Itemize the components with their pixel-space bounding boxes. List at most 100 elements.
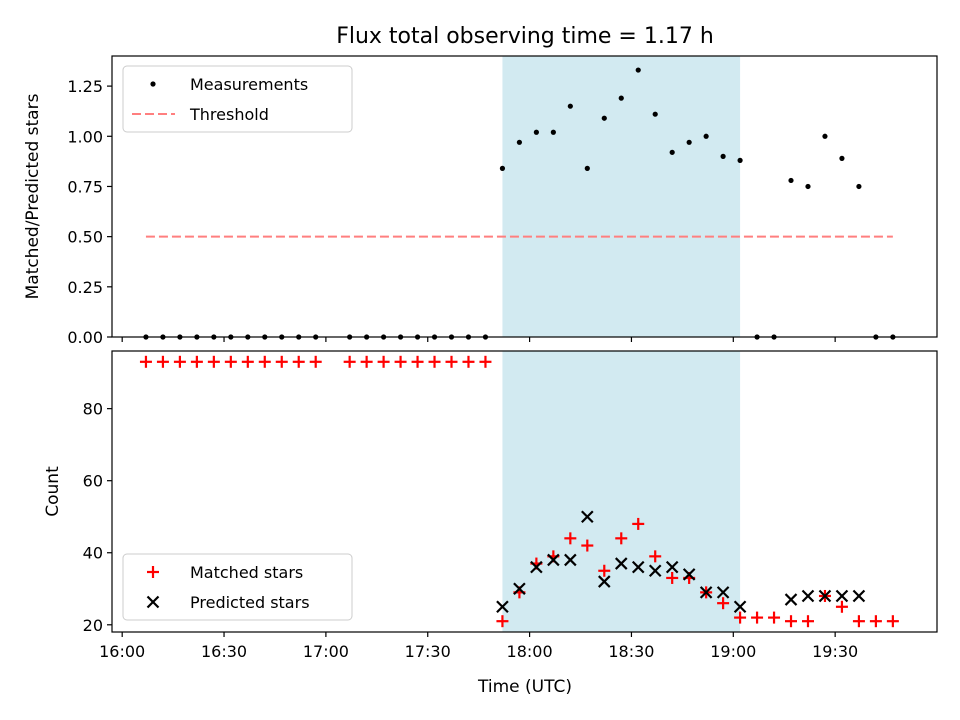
predicted-point xyxy=(581,510,594,523)
predicted-point xyxy=(631,560,645,574)
y-tick-label: 0.75 xyxy=(67,177,103,196)
matched-point xyxy=(479,355,492,368)
y-tick-label: 1.25 xyxy=(67,77,103,96)
matched-point xyxy=(717,597,730,610)
x-tick-label: 19:00 xyxy=(710,642,756,661)
y-axis-label: Matched/Predicted stars xyxy=(23,93,43,299)
predicted-point xyxy=(852,589,866,603)
matched-point xyxy=(649,550,662,563)
matched-point xyxy=(275,355,288,368)
measurement-point xyxy=(686,139,692,145)
measurement-point xyxy=(567,103,573,109)
matched-point xyxy=(292,355,305,368)
legend-marker xyxy=(147,566,159,578)
matched-point xyxy=(394,355,407,368)
matched-point xyxy=(632,517,645,530)
measurement-point xyxy=(788,177,794,184)
measurement-point xyxy=(550,129,556,135)
measurement-point xyxy=(584,165,590,171)
y-axis-label: Count xyxy=(43,466,63,517)
measurement-point xyxy=(720,153,726,159)
measurement-point xyxy=(533,129,539,135)
predicted-point xyxy=(530,560,543,574)
matched-point xyxy=(751,611,764,624)
plot-frame xyxy=(111,350,938,633)
y-tick-label: 40 xyxy=(83,544,103,563)
x-tick-label: 16:00 xyxy=(99,642,145,661)
matched-point xyxy=(886,615,899,628)
matched-point xyxy=(666,571,679,584)
x-tick-label: 16:30 xyxy=(201,642,247,661)
predicted-point xyxy=(784,593,798,606)
y-tick-label: 60 xyxy=(83,472,103,491)
matched-point xyxy=(869,615,882,628)
matched-point xyxy=(801,615,814,628)
count-panel: 20 40 60 80 16:00 16:30 17:00 17:30 18:00 18:30 19… xyxy=(43,350,938,661)
legend-box xyxy=(122,65,353,133)
measurement-point xyxy=(601,115,607,121)
x-tick-label: 17:30 xyxy=(405,642,451,661)
legend-label: Threshold xyxy=(189,105,269,124)
x-tick-label: 18:00 xyxy=(507,642,553,661)
shaded-interval xyxy=(502,56,741,337)
y-tick-label: 0.00 xyxy=(67,328,103,347)
measurement-point xyxy=(635,67,641,73)
predicted-point xyxy=(547,553,560,567)
measurement-point xyxy=(499,165,506,171)
matched-point xyxy=(139,355,152,368)
matched-point xyxy=(564,532,577,545)
matched-point xyxy=(581,539,594,552)
y-tick-label: 80 xyxy=(83,400,103,419)
predicted-point xyxy=(818,589,832,603)
legend-box xyxy=(122,553,353,621)
measurement-point xyxy=(822,133,828,139)
predicted-point xyxy=(835,589,849,603)
matched-point xyxy=(768,611,781,624)
matched-point xyxy=(411,355,424,368)
measurement-point xyxy=(618,95,624,101)
matched-point xyxy=(377,355,390,368)
matched-point xyxy=(190,355,203,368)
matched-point xyxy=(258,355,271,368)
matched-point xyxy=(852,615,865,628)
measurement-point xyxy=(737,157,743,163)
ratio-panel: 0.00 0.25 0.50 0.75 1.00 1.25 Matched/Predicte… xyxy=(23,55,938,347)
measurement-point xyxy=(652,111,658,117)
matched-point xyxy=(428,355,441,368)
matched-point xyxy=(734,611,747,624)
x-tick-label: 17:00 xyxy=(303,642,349,661)
matched-point xyxy=(224,355,237,368)
legend-label: Measurements xyxy=(190,75,308,94)
x-tick-label: 18:30 xyxy=(608,642,654,661)
y-tick-label: 1.00 xyxy=(67,127,103,146)
matched-point xyxy=(615,532,628,545)
predicted-point xyxy=(496,600,509,614)
predicted-point xyxy=(614,557,628,570)
predicted-point xyxy=(801,589,815,603)
y-tick-label: 0.25 xyxy=(67,278,103,297)
measurement-point xyxy=(669,149,675,155)
matched-point xyxy=(156,355,169,368)
matched-point xyxy=(173,355,186,368)
x-tick-label: 19:30 xyxy=(812,642,858,661)
plot-frame xyxy=(111,55,938,338)
predicted-point xyxy=(564,553,577,567)
matched-point xyxy=(360,355,373,368)
legend-marker xyxy=(146,595,160,609)
matched-point xyxy=(598,564,611,577)
measurement-point xyxy=(856,183,862,190)
x-axis-label: Time (UTC) xyxy=(477,677,572,697)
matched-point xyxy=(445,355,458,368)
measurement-point xyxy=(839,155,845,161)
matched-point xyxy=(207,355,220,368)
predicted-point xyxy=(513,582,526,596)
measurement-point xyxy=(703,133,709,139)
predicted-point xyxy=(648,564,662,578)
chart-title: Flux total observing time = 1.17 h xyxy=(336,24,714,49)
predicted-point xyxy=(598,575,611,588)
predicted-point xyxy=(665,560,679,574)
matched-point xyxy=(835,600,848,613)
matched-point xyxy=(496,615,509,628)
matched-point xyxy=(309,355,322,368)
